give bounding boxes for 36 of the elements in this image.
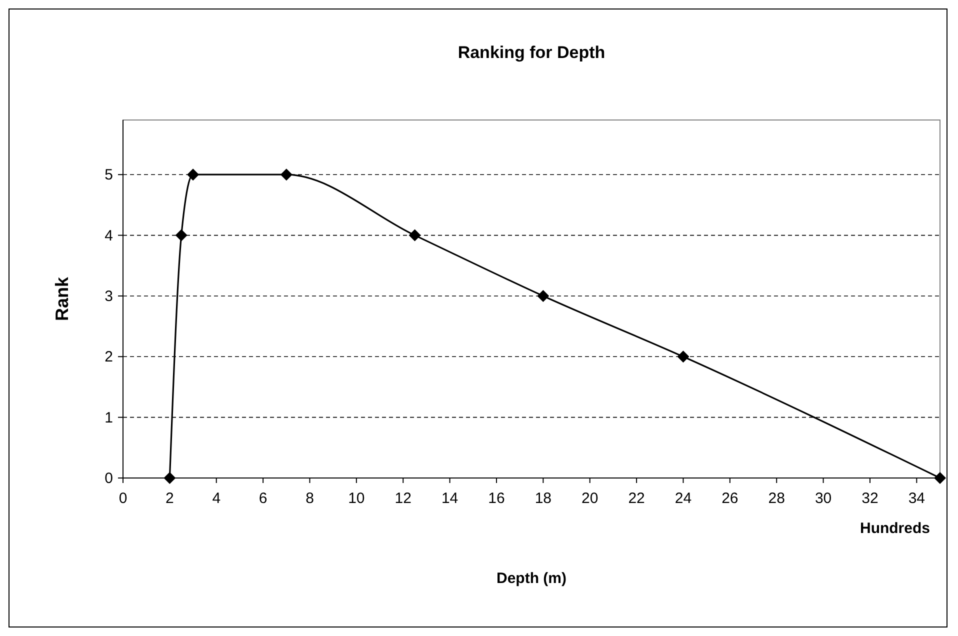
point [164, 472, 176, 484]
x-tick-label: 6 [258, 490, 268, 507]
x-tick-label: 4 [212, 490, 221, 507]
point [280, 168, 292, 181]
x-tick-label: 22 [628, 490, 645, 507]
x-tick-label: 8 [306, 490, 314, 507]
y-tick-label: 4 [104, 227, 113, 244]
y-tick-label: 5 [104, 166, 113, 184]
x-tick-label: 16 [488, 490, 505, 507]
x-tick-label: 18 [534, 490, 552, 507]
point [537, 290, 550, 302]
x-tick-label: 10 [348, 490, 365, 507]
x-axis-title: Depth (m) [496, 570, 566, 587]
point [187, 168, 200, 181]
y-tick-label: 0 [104, 470, 113, 487]
text: Hundreds [860, 520, 930, 537]
x-tick-label: 24 [674, 490, 692, 507]
x-tick-label: 12 [394, 490, 412, 507]
y-tick-label: 3 [104, 288, 113, 305]
x-tick-label: 30 [814, 490, 832, 507]
x-tick-label: 28 [768, 490, 785, 507]
x-tick-label: 2 [166, 490, 174, 507]
x-tick-label: 14 [441, 490, 458, 507]
point [677, 350, 690, 363]
x-tick-label: 26 [722, 490, 738, 507]
x-tick-label: 20 [582, 490, 598, 507]
x-tick-label: 34 [908, 490, 925, 507]
point [408, 229, 421, 242]
x-tick-label: 32 [862, 490, 878, 507]
chart-title: Ranking for Depth [458, 43, 606, 62]
point [175, 229, 188, 242]
y-tick-label: 2 [104, 348, 113, 366]
y-axis-title: Rank [52, 276, 72, 322]
y-tick-label: 1 [104, 409, 113, 426]
point [934, 472, 946, 484]
x-tick-label: 0 [118, 490, 128, 507]
